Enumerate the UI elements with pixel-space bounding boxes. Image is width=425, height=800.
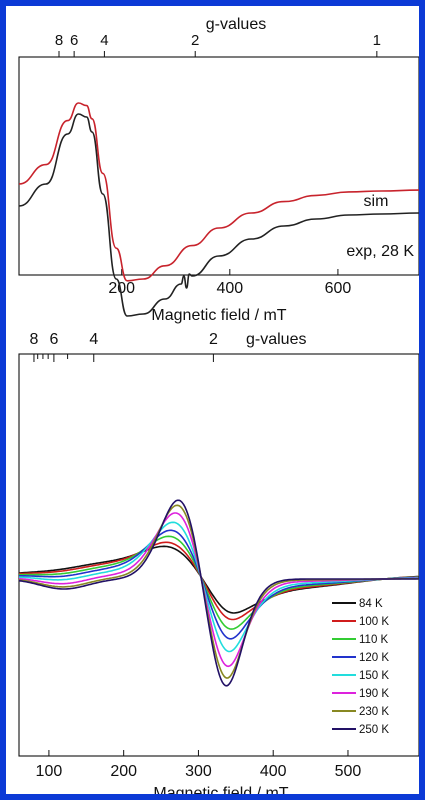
legend-entry-label: 100 K: [359, 616, 389, 628]
bottom-series-line: [18, 499, 419, 687]
sim-curve-label: sim: [364, 193, 389, 210]
top-series-line: [18, 113, 419, 317]
legend-entry-label: 190 K: [359, 688, 389, 700]
legend-entry-label: 84 K: [359, 598, 383, 610]
bottom-x-tick-label: 500: [335, 763, 362, 780]
bottom-x-tick-label: 400: [260, 763, 287, 780]
top-g-values-label: g-values: [206, 16, 266, 33]
bottom-g-tick-label: 8: [30, 331, 39, 348]
top-g-tick-label: 8: [55, 32, 63, 49]
legend-entry-label: 110 K: [359, 634, 389, 646]
bottom-plot-frame: [18, 353, 419, 757]
legend-entry-label: 120 K: [359, 652, 389, 664]
legend-entry-label: 150 K: [359, 670, 389, 682]
bottom-x-tick-label: 200: [110, 763, 137, 780]
legend-entry-label: 230 K: [359, 706, 389, 718]
bottom-x-axis-label: Magnetic field / mT: [153, 785, 288, 794]
top-x-tick-label: 400: [216, 280, 243, 297]
top-plot-frame: [18, 56, 419, 276]
bottom-legend: 84 K 100 K 110 K 120 K 150 K 190 K 230 K 250 K: [332, 598, 389, 736]
top-g-tick-label: 6: [70, 32, 78, 49]
bottom-x-tick-label: 300: [185, 763, 212, 780]
bottom-g-tick-label: 4: [89, 331, 98, 348]
bottom-curves: [18, 499, 419, 687]
legend-entry-label: 250 K: [359, 724, 389, 736]
bottom-x-tick-label: 100: [36, 763, 63, 780]
bottom-g-values-label: g-values: [246, 331, 306, 348]
top-series-line: [18, 102, 419, 282]
exp-curve-label: exp, 28 K: [346, 243, 414, 260]
top-g-tick-label: 2: [191, 32, 199, 49]
top-g-tick-label: 4: [100, 32, 108, 49]
top-x-axis-label: Magnetic field / mT: [151, 307, 286, 324]
top-x-ticks: 200 400 600: [108, 269, 351, 297]
bottom-g-tick-label: 2: [209, 331, 218, 348]
top-x-tick-label: 200: [108, 280, 135, 297]
top-g-tick-label: 1: [373, 32, 381, 49]
bottom-g-tick-label: 6: [49, 331, 58, 348]
top-x-tick-label: 600: [325, 280, 352, 297]
bottom-x-ticks: 100 200 300 400 500: [36, 750, 362, 780]
top-curves: [18, 102, 419, 317]
